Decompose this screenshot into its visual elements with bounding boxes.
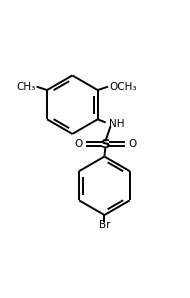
Text: S: S bbox=[101, 138, 110, 151]
Text: O: O bbox=[129, 139, 137, 149]
Text: NH: NH bbox=[109, 119, 124, 129]
Text: O: O bbox=[74, 139, 82, 149]
Text: CH₃: CH₃ bbox=[17, 82, 36, 92]
Text: Br: Br bbox=[99, 221, 110, 230]
Text: OCH₃: OCH₃ bbox=[109, 82, 136, 92]
